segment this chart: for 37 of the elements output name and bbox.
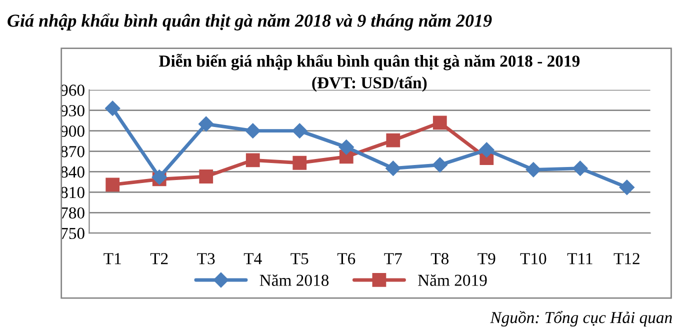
point: [479, 142, 494, 158]
x-tick-label: T2: [150, 253, 168, 264]
point: [572, 160, 588, 176]
point: [292, 156, 307, 170]
text: Nguồn: Tổng cục Hải quan: [490, 310, 672, 327]
x-tick-label: T3: [197, 253, 215, 264]
x-tick-label: T6: [337, 253, 356, 264]
point: [199, 170, 214, 184]
x-tick-label: T10: [520, 253, 546, 264]
y-tick-label: 750: [61, 228, 84, 240]
point: [198, 116, 214, 132]
x-tick-label: T7: [384, 253, 402, 264]
chart-title: Diễn biến giá nhập khẩu bình quân thịt gà năm 2018 - 2019: [159, 54, 580, 70]
point: [526, 162, 541, 178]
x-tick-label: T4: [244, 253, 262, 264]
point: [292, 123, 308, 138]
point: [245, 123, 260, 138]
x-tick-label: T12: [614, 253, 640, 264]
x-tick-label: T5: [290, 253, 308, 264]
point: [386, 133, 400, 148]
x-tick-label: T9: [478, 253, 496, 264]
x-tick-label: T8: [430, 253, 449, 264]
point: [432, 157, 448, 172]
point: [386, 160, 401, 176]
y-tick-label: 780: [61, 207, 84, 219]
x-tick-label: T11: [567, 253, 592, 264]
legend-label: Năm 2018: [260, 274, 329, 286]
chart-subtitle: (ĐVT: USD/tấn): [312, 76, 427, 92]
point: [432, 116, 447, 130]
point: [338, 140, 354, 155]
point: [105, 100, 120, 116]
point: [246, 153, 260, 168]
x-tick-label: T1: [104, 253, 121, 264]
point: [106, 178, 120, 192]
legend-label: Năm 2019: [418, 274, 487, 286]
point: [619, 180, 634, 195]
text: Giá nhập khẩu bình quân thịt gà năm 2018 và 9 tháng năm 2019: [8, 14, 492, 30]
